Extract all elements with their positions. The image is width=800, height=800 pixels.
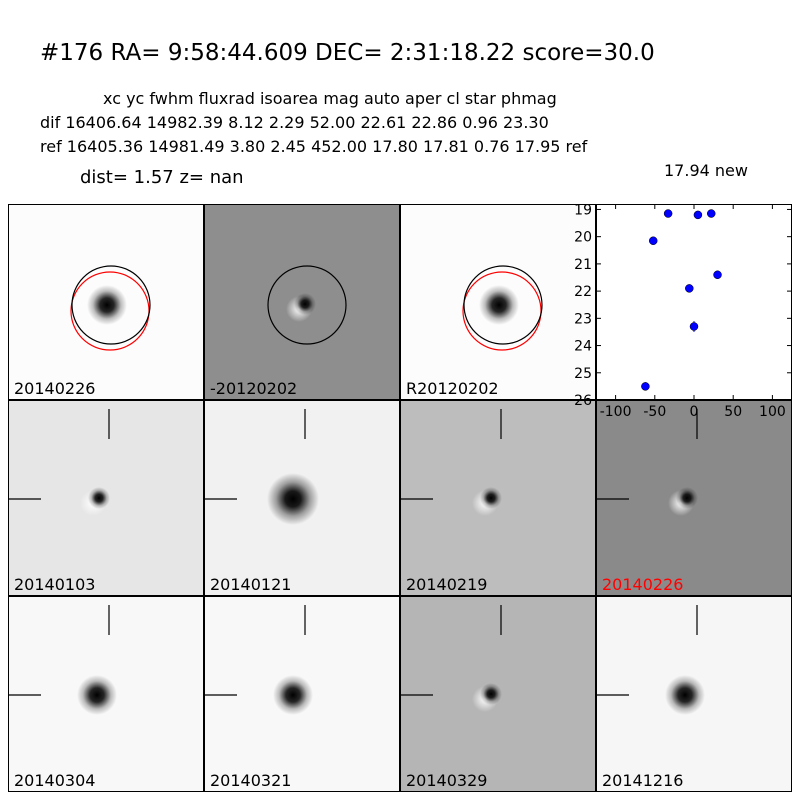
stamp-date-label: 20140121 <box>210 575 292 594</box>
image-stamp: 20140103 <box>8 400 204 596</box>
source-blob <box>479 285 519 325</box>
source-blob <box>665 675 705 715</box>
stamp-date-label: 20140329 <box>406 771 488 790</box>
data-point <box>693 210 703 220</box>
new-mag-line: 17.94 new <box>664 161 748 180</box>
aperture-circle <box>267 265 347 345</box>
ref-row: ref 16405.36 14981.49 3.80 2.45 452.00 1… <box>40 137 588 156</box>
data-point <box>685 284 694 293</box>
stamp-date-label: 20140226 <box>14 379 96 398</box>
data-point <box>663 209 673 218</box>
stamp-date-label: R20120202 <box>406 379 499 398</box>
image-stamp: R20120202 <box>400 204 596 400</box>
dipole-dark <box>480 487 502 509</box>
dipole-dark <box>294 293 316 315</box>
x-tick-label: -50 <box>643 404 666 420</box>
image-stamp: 20140226 <box>8 204 204 400</box>
y-tick-label: 22 <box>574 284 592 300</box>
x-tick-label: -100 <box>600 404 632 420</box>
image-stamp: 20140226 <box>596 400 792 596</box>
stamp-date-label: -20120202 <box>210 379 298 398</box>
image-stamp: 20140321 <box>204 596 400 792</box>
dipole-dark <box>480 683 502 705</box>
source-blob <box>273 675 313 715</box>
stamp-date-label: 20140304 <box>14 771 96 790</box>
x-tick-label: 0 <box>690 404 699 420</box>
data-point <box>689 322 699 331</box>
aperture-circle <box>463 265 543 345</box>
stamp-date-label: 20140226 <box>602 575 684 594</box>
x-tick-label: 100 <box>759 404 786 420</box>
y-tick-label: 24 <box>574 339 592 355</box>
image-stamp: -20120202 <box>204 204 400 400</box>
stamp-date-label: 20140219 <box>406 575 488 594</box>
table-columns-header: xc yc fwhm fluxrad isoarea mag auto aper… <box>103 89 557 108</box>
y-tick-label: 21 <box>574 257 592 273</box>
stamp-date-label: 20140321 <box>210 771 292 790</box>
data-point <box>648 236 658 245</box>
stamp-date-label: 20140103 <box>14 575 96 594</box>
image-stamp: 20140329 <box>400 596 596 792</box>
source-blob <box>77 675 117 715</box>
y-tick-label: 26 <box>574 393 592 409</box>
image-stamp: 20141216 <box>596 596 792 792</box>
page-title: #176 RA= 9:58:44.609 DEC= 2:31:18.22 sco… <box>40 40 655 66</box>
aperture-circle <box>71 265 151 345</box>
data-point <box>706 209 716 218</box>
y-tick-label: 25 <box>574 366 592 382</box>
image-stamp: 20140304 <box>8 596 204 792</box>
source-blob <box>87 285 127 325</box>
data-point <box>713 270 722 280</box>
dif-row: dif 16406.64 14982.39 8.12 2.29 52.00 22… <box>40 113 549 132</box>
dipole-dark <box>88 487 110 509</box>
x-tick-label: 50 <box>724 404 742 420</box>
dist-line: dist= 1.57 z= nan <box>80 167 244 188</box>
y-tick-label: 20 <box>574 230 592 246</box>
stamp-date-label: 20141216 <box>602 771 684 790</box>
dipole-dark <box>676 487 698 509</box>
image-stamp: 20140219 <box>400 400 596 596</box>
source-blob <box>267 473 319 525</box>
lightcurve-plot: 19 20 21 22 23 24 25 26 -100 -50 0 50 100 <box>574 202 792 420</box>
data-point <box>641 382 650 391</box>
y-tick-label: 23 <box>574 311 592 327</box>
y-tick-label: 19 <box>574 202 592 218</box>
image-stamp: 20140121 <box>204 400 400 596</box>
plot-frame <box>596 204 792 400</box>
